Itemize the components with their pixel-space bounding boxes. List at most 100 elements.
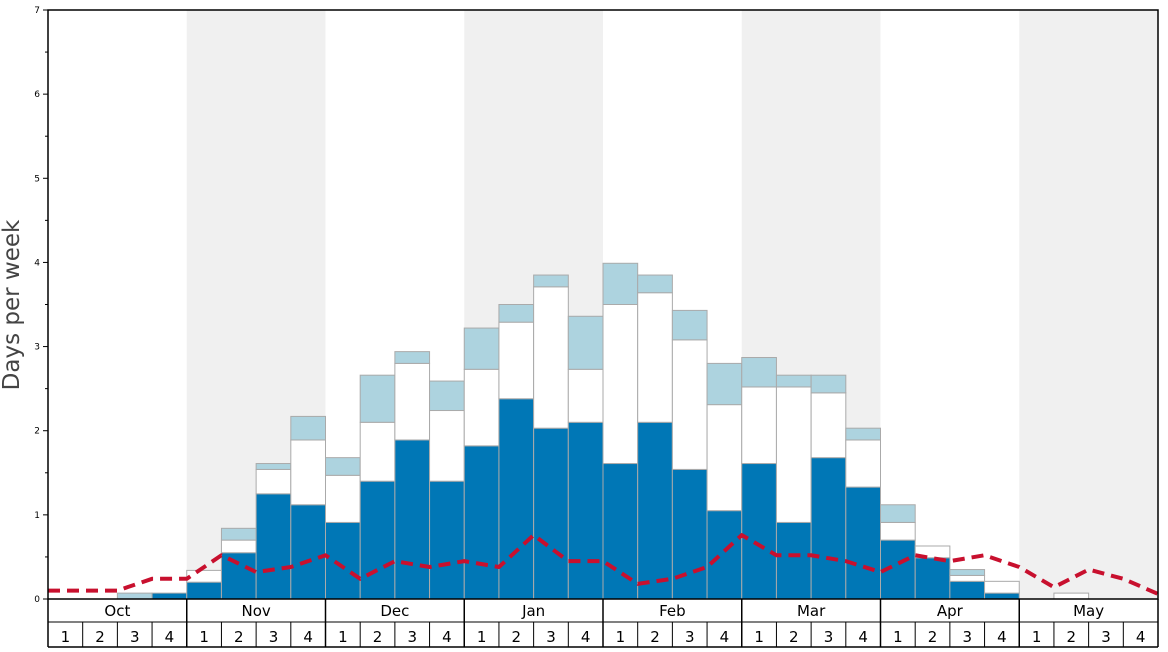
week-label: 1 [199, 628, 209, 646]
bar-bottom-week-27 [949, 580, 986, 600]
bar-bottom-week-20 [706, 510, 743, 600]
y-tick-label: 5 [34, 174, 40, 184]
week-label: 3 [962, 628, 972, 646]
bar-middle-week-19 [671, 339, 708, 470]
y-tick-label: 3 [34, 343, 40, 353]
y-tick-label: 0 [34, 595, 40, 605]
month-label-jan: Jan [521, 602, 545, 620]
bar-middle-week-6 [220, 539, 257, 554]
bar-top-week-7 [255, 463, 292, 470]
week-label: 2 [234, 628, 244, 646]
week-label: 3 [269, 628, 279, 646]
bar-middle-week-22 [775, 386, 812, 523]
bar-middle-week-16 [567, 368, 604, 423]
bar-top-week-14 [498, 304, 535, 323]
week-label: 2 [95, 628, 105, 646]
bar-top-week-19 [671, 309, 708, 341]
bar-middle-week-28 [984, 580, 1020, 594]
bar-top-week-12 [429, 380, 465, 412]
bar-middle-week-30 [1053, 592, 1090, 600]
bar-bottom-week-9 [325, 521, 361, 600]
week-label: 2 [1067, 628, 1077, 646]
y-axis-label: Days per week [0, 219, 25, 390]
week-label: 2 [789, 628, 799, 646]
bar-top-week-13 [463, 327, 500, 370]
bar-top-week-24 [845, 427, 881, 441]
bar-middle-week-12 [429, 410, 465, 482]
bar-bottom-week-12 [429, 480, 465, 600]
week-label: 2 [928, 628, 938, 646]
bar-middle-week-7 [255, 468, 292, 495]
bar-top-week-21 [741, 357, 777, 388]
bar-top-week-22 [775, 374, 812, 388]
bar-bottom-week-16 [567, 421, 604, 600]
bar-middle-week-18 [637, 292, 673, 423]
week-label: 1 [477, 628, 487, 646]
month-label-nov: Nov [241, 602, 270, 620]
bar-bottom-week-7 [255, 493, 292, 600]
bar-top-week-18 [637, 274, 673, 294]
bar-bottom-week-21 [741, 463, 777, 600]
bar-middle-week-15 [533, 286, 569, 429]
week-label: 3 [1101, 628, 1111, 646]
axes: 0 1 2 3 4 5 6 7 Oct 1 2 3 4 Nov 1 2 3 4 Dec 1 2 3 4 Jan 1 2 3 4 Feb 1… [34, 6, 1159, 648]
bar-bottom-week-13 [463, 445, 500, 600]
bar-top-week-23 [810, 374, 847, 394]
bar-middle-week-25 [880, 521, 916, 541]
month-label-may: May [1073, 602, 1104, 620]
week-label: 1 [61, 628, 71, 646]
bar-middle-week-13 [463, 368, 500, 447]
bar-middle-week-5 [186, 569, 222, 583]
bar-bottom-week-23 [810, 457, 847, 600]
week-label: 2 [650, 628, 660, 646]
month-label-dec: Dec [380, 602, 409, 620]
bar-middle-week-27 [949, 574, 986, 582]
bar-bottom-week-17 [602, 463, 639, 600]
bar-top-week-17 [602, 262, 639, 305]
week-label: 1 [754, 628, 764, 646]
bar-middle-week-10 [359, 421, 396, 482]
month-label-oct: Oct [104, 602, 130, 620]
bar-top-week-6 [220, 527, 257, 541]
bar-top-week-3 [116, 592, 153, 600]
bar-top-week-9 [325, 457, 361, 476]
bar-bottom-week-4 [151, 592, 188, 600]
week-label: 1 [616, 628, 626, 646]
bar-bottom-week-28 [984, 592, 1020, 600]
bar-middle-week-24 [845, 439, 881, 488]
month-shade-may [1019, 10, 1158, 599]
bar-bottom-week-6 [220, 552, 257, 600]
bar-middle-week-21 [741, 386, 777, 465]
week-label: 4 [303, 628, 313, 646]
bar-top-week-16 [567, 315, 604, 370]
bar-middle-week-26 [914, 545, 951, 559]
bar-middle-week-17 [602, 304, 639, 465]
bar-bottom-week-15 [533, 427, 569, 600]
bar-top-week-15 [533, 274, 569, 288]
week-label: 1 [1032, 628, 1042, 646]
y-tick-label: 7 [34, 6, 40, 16]
y-tick-label: 6 [34, 90, 40, 100]
bar-bottom-week-19 [671, 468, 708, 600]
bar-middle-week-20 [706, 404, 743, 512]
bar-top-week-11 [394, 351, 431, 364]
bar-middle-week-11 [394, 362, 431, 441]
line-series-path [48, 533, 1159, 596]
week-label: 4 [165, 628, 175, 646]
bar-series [116, 262, 1090, 600]
bar-top-week-27 [949, 569, 986, 576]
week-label: 4 [720, 628, 730, 646]
bar-middle-week-23 [810, 392, 847, 459]
bar-bottom-week-24 [845, 486, 881, 600]
bar-bottom-week-11 [394, 439, 431, 600]
bar-top-week-20 [706, 362, 743, 406]
week-label: 3 [546, 628, 556, 646]
bar-bottom-week-22 [775, 521, 812, 600]
y-tick-label: 2 [34, 427, 40, 437]
week-label: 4 [442, 628, 452, 646]
week-label: 3 [824, 628, 834, 646]
bar-bottom-week-8 [290, 504, 326, 600]
bar-middle-week-9 [325, 474, 361, 523]
